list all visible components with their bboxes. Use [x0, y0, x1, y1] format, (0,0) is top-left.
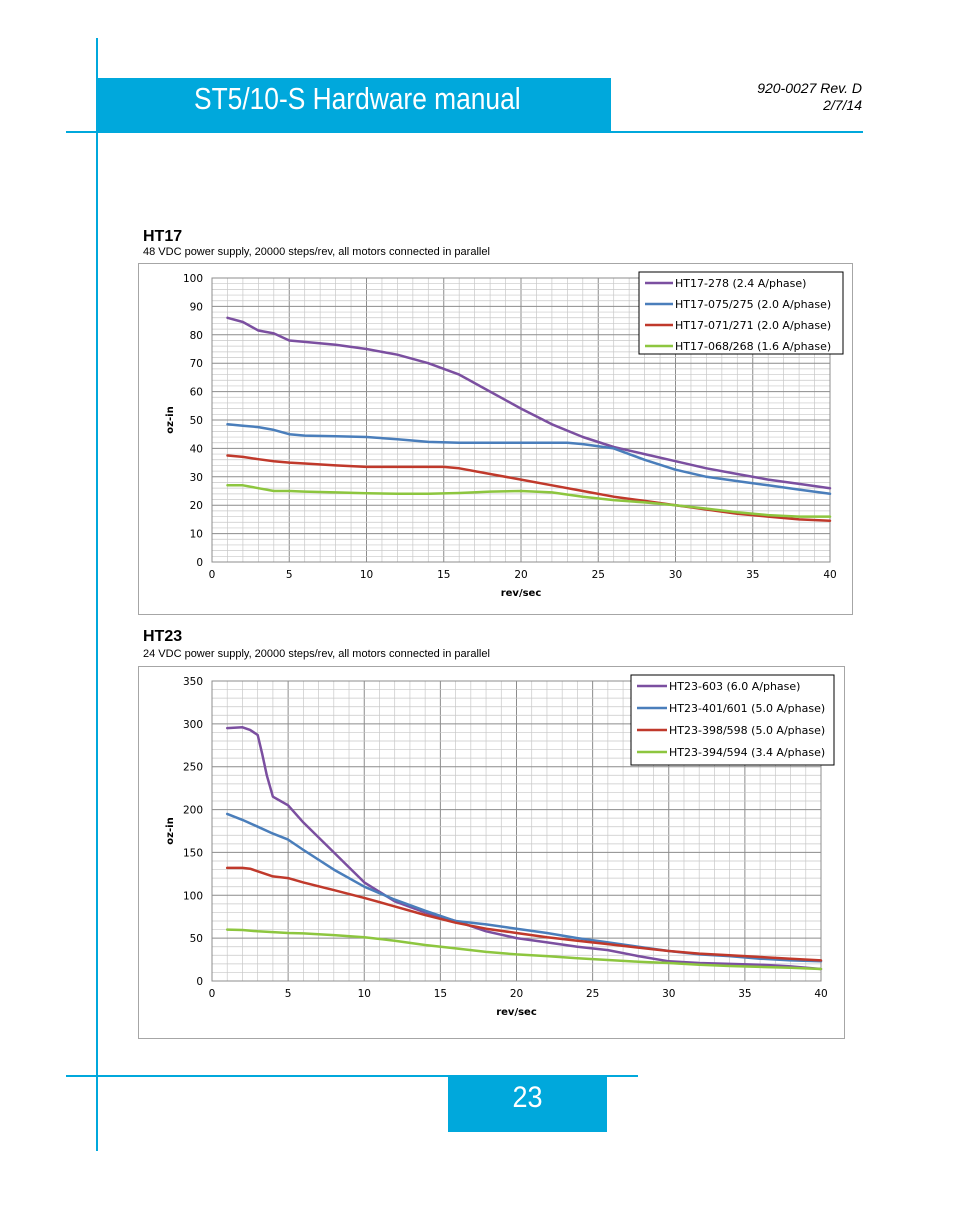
x-tick-label: 35 — [746, 569, 759, 581]
plot-area-border — [211, 277, 831, 563]
y-tick-label: 70 — [190, 358, 203, 370]
y-tick-label: 30 — [190, 472, 203, 484]
x-tick-label: 20 — [510, 988, 523, 1000]
page-title: ST5/10-S Hardware manual — [194, 81, 521, 116]
y-tick-label: 20 — [190, 500, 203, 512]
page-number: 23 — [512, 1081, 543, 1114]
series-line-2 — [225, 866, 823, 962]
plot-area-border — [211, 680, 822, 982]
legend-entry-3: HT17-068/268 (1.6 A/phase) — [675, 340, 831, 353]
x-tick-label: 40 — [814, 988, 827, 1000]
chart-legend: HT17-278 (2.4 A/phase) HT17-075/275 (2.0 … — [638, 271, 844, 355]
y-tick-label: 0 — [196, 976, 203, 988]
chart-frame-ht17: 0 5 10 15 20 25 30 35 40 0 10 20 30 40 50 60 70 80 90 100 re… — [138, 263, 853, 615]
y-tick-label: 0 — [196, 557, 203, 569]
y-tick-label: 300 — [183, 719, 203, 731]
series-line-3 — [225, 928, 823, 971]
section-title-ht23: HT23 — [143, 628, 183, 645]
section-title-ht17: HT17 — [143, 228, 183, 245]
document-info: 920-0027 Rev. D 2/7/14 — [757, 80, 862, 114]
legend-entry-0: HT17-278 (2.4 A/phase) — [675, 277, 806, 290]
document-number: 920-0027 Rev. D — [757, 80, 862, 96]
y-tick-label: 50 — [190, 415, 203, 427]
torque-chart-ht17: 0 5 10 15 20 25 30 35 40 0 10 20 30 40 50 60 70 80 90 100 re… — [165, 271, 844, 599]
legend-entry-2: HT17-071/271 (2.0 A/phase) — [675, 319, 831, 332]
x-tick-label: 5 — [286, 569, 293, 581]
torque-chart-ht23: 0 5 10 15 20 25 30 35 40 0 50 100 150 200 250 300 350 rev… — [165, 674, 835, 1018]
legend-entry-1: HT17-075/275 (2.0 A/phase) — [675, 298, 831, 311]
y-tick-label: 50 — [190, 933, 203, 945]
x-tick-label: 15 — [437, 569, 450, 581]
y-tick-label: 100 — [183, 273, 203, 285]
chart-legend: HT23-603 (6.0 A/phase) HT23-401/601 (5.0 … — [630, 674, 835, 766]
legend-entry-2: HT23-398/598 (5.0 A/phase) — [669, 724, 825, 737]
x-axis-label: rev/sec — [496, 1007, 537, 1018]
y-tick-label: 100 — [183, 890, 203, 902]
x-tick-label: 35 — [738, 988, 751, 1000]
y-axis-label: oz-in — [165, 817, 176, 844]
y-tick-label: 200 — [183, 805, 203, 817]
document-date: 2/7/14 — [823, 97, 862, 113]
x-axis-label: rev/sec — [501, 588, 542, 599]
footer-rule — [66, 1075, 638, 1077]
chart-frame-ht23: 0 5 10 15 20 25 30 35 40 0 50 100 150 200 250 300 350 rev… — [138, 666, 845, 1039]
page-left-rule — [96, 38, 98, 1151]
header-banner — [97, 78, 611, 133]
section-subtitle-ht17: 48 VDC power supply, 20000 steps/rev, al… — [143, 246, 490, 258]
x-tick-label: 25 — [586, 988, 599, 1000]
x-tick-label: 30 — [669, 569, 682, 581]
x-tick-label: 0 — [209, 569, 216, 581]
x-tick-label: 25 — [592, 569, 605, 581]
x-tick-label: 20 — [514, 569, 527, 581]
x-tick-label: 5 — [285, 988, 292, 1000]
y-tick-label: 90 — [190, 301, 203, 313]
x-tick-label: 40 — [823, 569, 836, 581]
y-tick-label: 10 — [190, 529, 203, 541]
y-tick-label: 350 — [183, 676, 203, 688]
series-line-0 — [226, 316, 832, 490]
legend-entry-3: HT23-394/594 (3.4 A/phase) — [669, 746, 825, 759]
page-number-box — [448, 1077, 607, 1132]
section-subtitle-ht23: 24 VDC power supply, 20000 steps/rev, al… — [143, 648, 490, 660]
x-tick-label: 10 — [358, 988, 371, 1000]
legend-entry-1: HT23-401/601 (5.0 A/phase) — [669, 702, 825, 715]
x-tick-label: 0 — [209, 988, 216, 1000]
x-tick-label: 15 — [434, 988, 447, 1000]
series-line-0 — [225, 726, 823, 971]
legend-box — [630, 674, 835, 766]
legend-entry-0: HT23-603 (6.0 A/phase) — [669, 680, 800, 693]
y-tick-label: 80 — [190, 330, 203, 342]
y-tick-label: 40 — [190, 443, 203, 455]
series-line-3 — [226, 484, 832, 518]
x-tick-label: 30 — [662, 988, 675, 1000]
y-tick-label: 250 — [183, 762, 203, 774]
x-tick-label: 10 — [360, 569, 373, 581]
series-line-1 — [226, 423, 832, 496]
y-axis-label: oz-in — [165, 406, 176, 433]
legend-box — [638, 271, 844, 355]
y-tick-label: 150 — [183, 847, 203, 859]
y-tick-label: 60 — [190, 387, 203, 399]
